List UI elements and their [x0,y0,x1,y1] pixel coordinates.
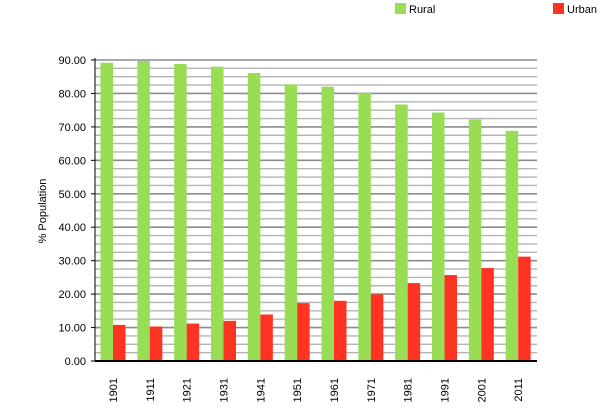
bar-urban-1991 [444,275,457,361]
y-tick-label: 10.00 [58,323,86,335]
grid-lines [95,59,537,362]
bar-rural-1931 [211,66,224,361]
y-tick-label: 0.00 [65,356,86,368]
legend-swatch-rural [395,3,406,14]
y-axis-title: % Population [37,179,49,244]
bar-rural-1921 [174,64,187,361]
x-tick-label: 1921 [182,378,194,402]
bar-urban-1971 [370,294,384,361]
y-tick-label: 20.00 [58,289,86,301]
y-tick-label: 60.00 [58,155,86,167]
bar-rural-1951 [284,84,298,362]
bar-urban-1951 [297,303,310,361]
bar-urban-1961 [334,300,347,361]
y-tick-label: 70.00 [58,122,86,134]
bar-urban-2011 [518,256,531,361]
x-tick-label: 1951 [292,378,304,402]
bar-rural-1971 [358,93,371,362]
y-tick-label: 40.00 [58,222,86,234]
x-tick-label: 1901 [108,378,120,402]
bar-urban-1981 [407,283,421,361]
x-tick-label: 1991 [440,378,452,402]
bar-rural-2001 [468,119,482,361]
bar-urban-2001 [481,268,494,361]
bar-rural-1941 [247,73,261,361]
bar-urban-1931 [223,320,236,361]
bar-urban-1901 [113,324,126,361]
y-tick-label: 80.00 [58,88,86,100]
bar-rural-1991 [432,112,445,361]
x-tick-label: 1981 [403,378,415,402]
legend-label-urban: Urban [567,4,597,16]
bar-rural-2011 [505,130,519,361]
bar-rural-1911 [137,61,150,362]
legend: Rural Urban [395,3,597,16]
bars [100,61,531,362]
bar-urban-1911 [149,326,163,361]
x-tick-label: 1931 [219,378,231,402]
bar-rural-1901 [100,62,113,361]
x-tick-labels: 1901 1911 1921 1931 1941 1951 1961 1971 1981 1991… [108,378,525,402]
x-tick-label: 1911 [145,378,157,402]
y-tick-label: 30.00 [58,256,86,268]
bar-rural-1981 [395,104,408,361]
y-tick-label: 90.00 [58,55,86,67]
x-tick-label: 1971 [366,378,378,402]
y-tick-labels: 0.00 10.00 20.00 30.00 40.00 50.00 60.00 70.00 8… [58,55,86,368]
x-tick-label: 1941 [255,378,267,402]
x-tick-label: 1961 [329,378,341,402]
bar-urban-1921 [186,323,200,361]
legend-label-rural: Rural [409,4,435,16]
x-tick-label: 2011 [513,378,525,402]
legend-swatch-urban [553,3,564,14]
y-tick-label: 50.00 [58,189,86,201]
x-tick-label: 2001 [476,378,488,402]
axes [91,58,537,362]
bar-rural-1961 [321,86,334,361]
bar-urban-1941 [260,314,273,361]
